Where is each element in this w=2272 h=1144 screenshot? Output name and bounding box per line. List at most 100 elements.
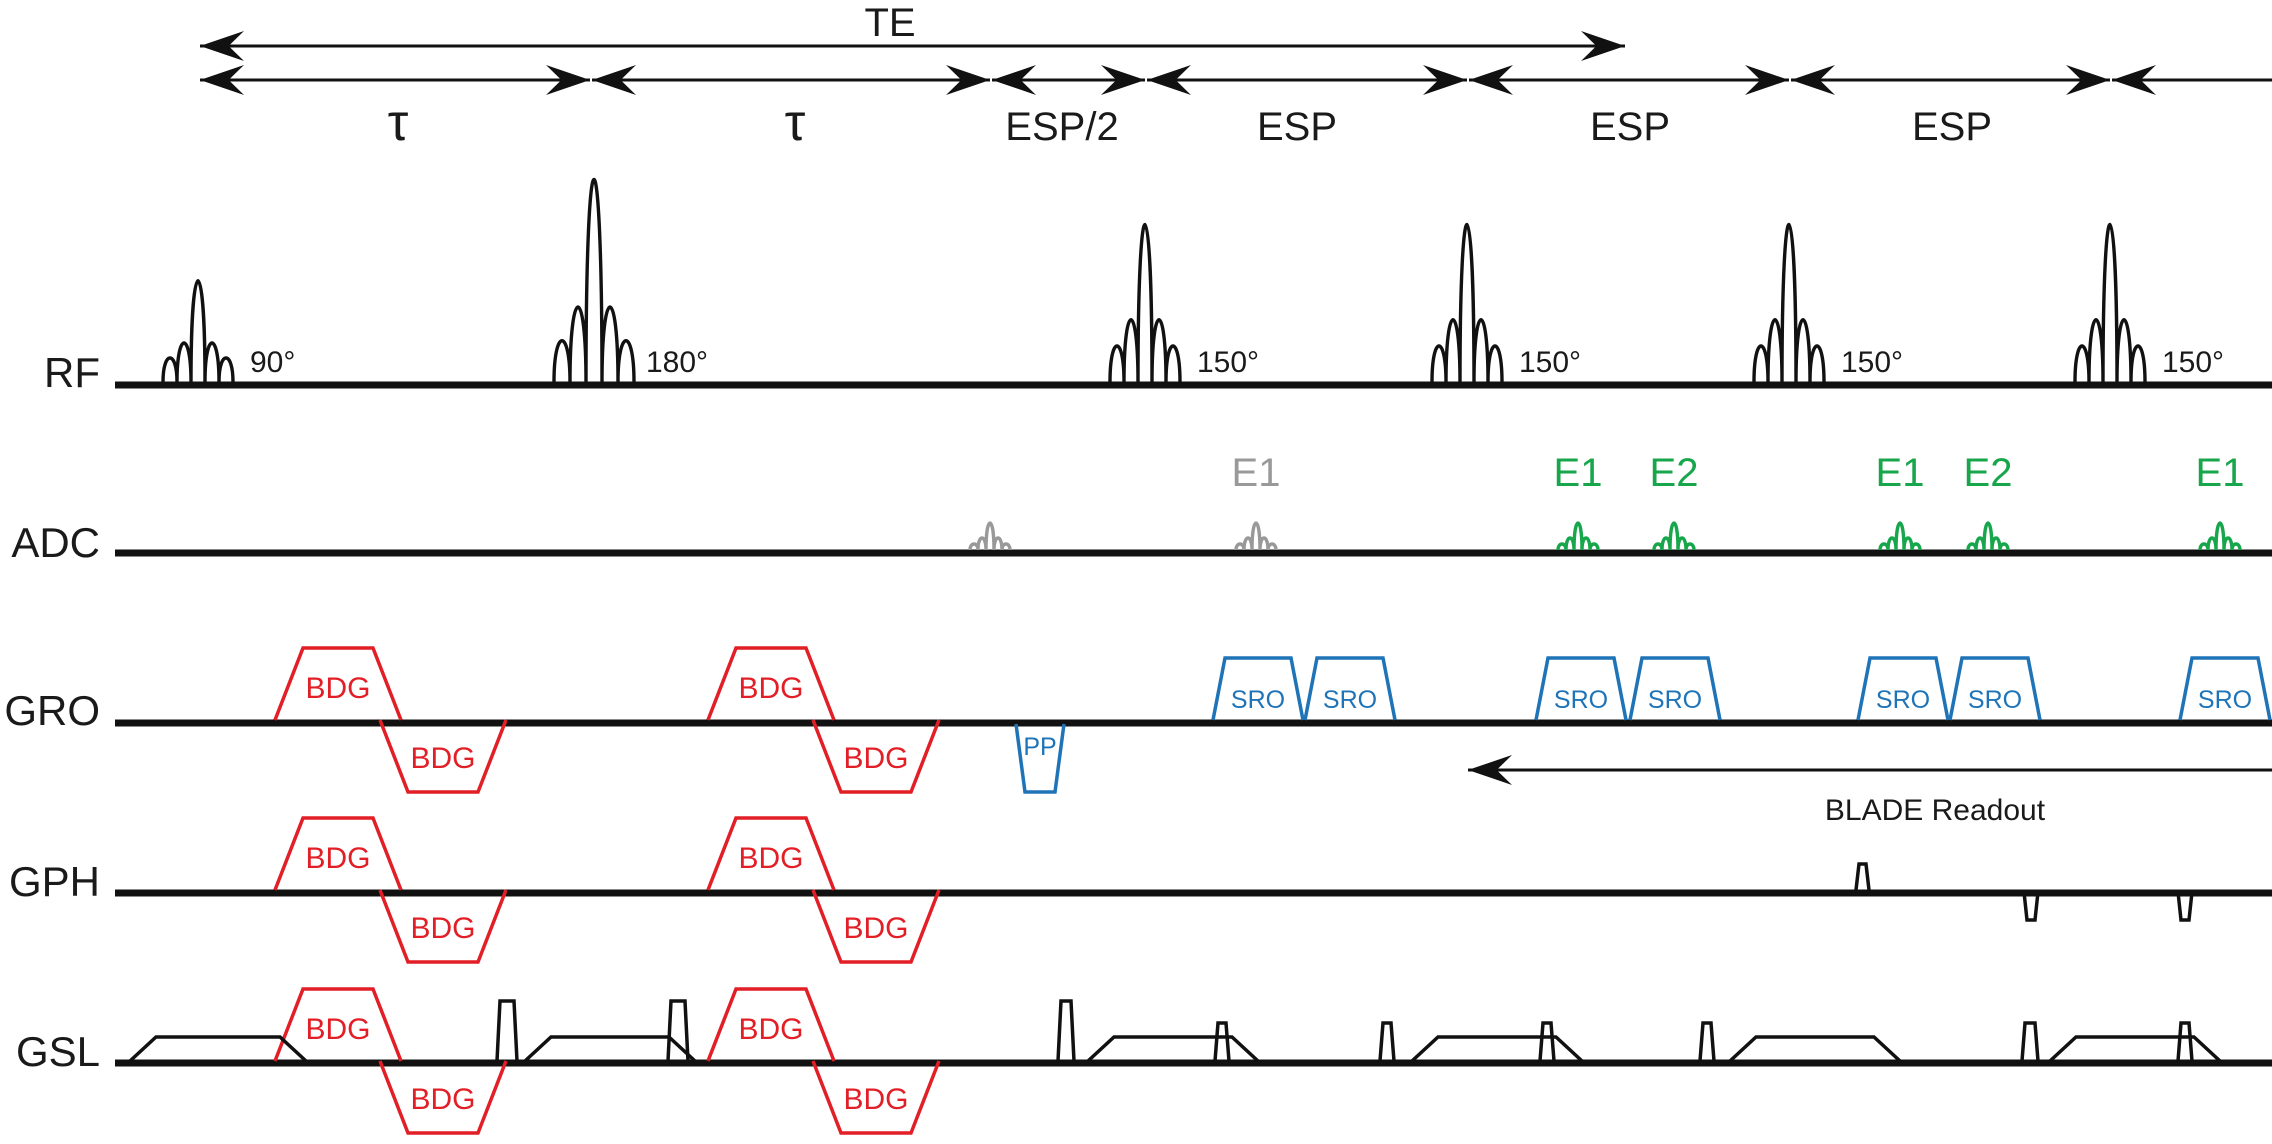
row-label-rf: RF <box>44 349 100 396</box>
sro-label: SRO <box>1231 686 1285 714</box>
bdg-label: BDG <box>738 842 803 875</box>
timing-annotations: TE τ τ ESP/2 ESP ESP ESP <box>200 1 2272 152</box>
sro-label: SRO <box>1876 686 1930 714</box>
blade-readout: BLADE Readout <box>1468 755 2272 827</box>
phase-blip-positive <box>1854 862 1871 891</box>
bdg-label: BDG <box>305 1013 370 1046</box>
bdg-label: BDG <box>410 742 475 775</box>
bdg-lobe-positive <box>273 646 403 721</box>
echo-label: E1 <box>1232 451 1281 495</box>
adc-echo <box>2198 521 2242 551</box>
adc-echo <box>1878 521 1922 551</box>
rf-pulse <box>1752 223 1826 383</box>
echo-label: E2 <box>1650 451 1699 495</box>
baselines <box>115 381 2272 1067</box>
half-esp-label: ESP/2 <box>1005 105 1118 149</box>
bdg-label: BDG <box>738 1013 803 1046</box>
bdg-lobe-positive <box>273 816 403 891</box>
crusher-gradient <box>1056 999 1076 1062</box>
adc-echo <box>1234 521 1278 551</box>
row-label-gph: GPH <box>9 858 100 905</box>
crusher-gradient <box>1538 1021 1556 1062</box>
sro-lobe <box>1303 656 1397 721</box>
rf-flip-angle: 90° <box>250 346 295 379</box>
bdg-lobe-negative <box>811 889 941 964</box>
blade-readout-label: BLADE Readout <box>1825 794 2046 827</box>
bdg-label: BDG <box>410 912 475 945</box>
bdg-label: BDG <box>843 742 908 775</box>
echo-label: E1 <box>1876 451 1925 495</box>
echo-label: E2 <box>1964 451 2013 495</box>
sro-label: SRO <box>1323 686 1377 714</box>
sro-lobe <box>1856 656 1950 721</box>
bdg-label: BDG <box>305 842 370 875</box>
tau-label-1: τ <box>388 94 409 152</box>
row-label-gsl: GSL <box>16 1028 100 1075</box>
crusher-gradient <box>2020 1021 2040 1062</box>
bdg-label: BDG <box>843 912 908 945</box>
rf-flip-angle: 150° <box>2162 346 2224 379</box>
rf-pulse <box>552 177 636 383</box>
adc-echo <box>1556 521 1600 551</box>
phase-blip-negative <box>2022 891 2040 922</box>
bdg-lobe-negative <box>378 1060 508 1135</box>
slice-select-gradient <box>1086 1035 1260 1063</box>
bdg-lobe-negative <box>378 889 508 964</box>
rf-flip-angle: 150° <box>1841 346 1903 379</box>
crusher-gradient <box>2176 1021 2194 1062</box>
adc-echo <box>1966 521 2010 551</box>
bdg-label: BDG <box>305 672 370 705</box>
rf-pulse <box>1430 223 1504 383</box>
rf-pulse <box>2073 223 2147 383</box>
bdg-lobe-negative <box>378 719 508 794</box>
sro-lobe <box>1628 656 1722 721</box>
adc-echo <box>968 521 1012 551</box>
gro-gradients: BDG BDG BDG BDG PP SRO SRO SRO SRO SRO SRO SRO <box>273 646 2272 794</box>
row-label-adc: ADC <box>11 519 100 566</box>
rf-pulses: 90° 180° 150° 150° 150° 150° <box>161 177 2224 383</box>
sro-label: SRO <box>1968 686 2022 714</box>
bdg-lobe-positive <box>273 987 403 1062</box>
sro-label: SRO <box>1554 686 1608 714</box>
tau-label-2: τ <box>785 94 806 152</box>
echo-label: E1 <box>1554 451 1603 495</box>
rf-flip-angle: 150° <box>1519 346 1581 379</box>
rf-flip-angle: 150° <box>1197 346 1259 379</box>
bdg-lobe-negative <box>811 719 941 794</box>
bdg-lobe-positive <box>706 646 836 721</box>
echo-label: E1 <box>2196 451 2245 495</box>
te-label: TE <box>864 1 915 45</box>
crusher-gradient <box>495 999 519 1062</box>
crusher-gradient <box>1213 1021 1231 1062</box>
crusher-gradient <box>1378 1021 1396 1062</box>
bdg-lobe-negative <box>811 1060 941 1135</box>
esp-label-3: ESP <box>1912 105 1992 149</box>
crusher-gradient <box>1698 1021 1716 1062</box>
row-label-gro: GRO <box>4 687 100 734</box>
sro-label: SRO <box>2198 686 2252 714</box>
sro-lobe <box>1534 656 1628 721</box>
slice-select-gradient <box>1728 1035 1902 1063</box>
rf-pulse <box>161 279 235 383</box>
adc-echoes: E1 E1 E2 E1 E2 E1 <box>968 451 2245 551</box>
row-labels: RF ADC GRO GPH GSL <box>4 349 100 1075</box>
adc-echo <box>1652 521 1696 551</box>
sro-label: SRO <box>1648 686 1702 714</box>
crusher-gradient <box>666 999 690 1062</box>
bdg-label: BDG <box>410 1083 475 1116</box>
slice-select-gradient <box>2048 1035 2222 1063</box>
phase-blip-negative <box>2176 891 2194 922</box>
sro-lobe <box>1948 656 2042 721</box>
sro-lobe <box>1211 656 1305 721</box>
sro-lobe <box>2178 656 2272 721</box>
slice-select-gradient <box>128 1035 308 1063</box>
slice-select-gradient <box>1410 1035 1584 1063</box>
pp-label: PP <box>1023 733 1056 761</box>
slice-select-gradient <box>523 1035 697 1063</box>
bdg-label: BDG <box>843 1083 908 1116</box>
bdg-lobe-positive <box>706 816 836 891</box>
pp-lobe <box>1014 723 1066 794</box>
esp-label-2: ESP <box>1590 105 1670 149</box>
rf-pulse <box>1108 223 1182 383</box>
